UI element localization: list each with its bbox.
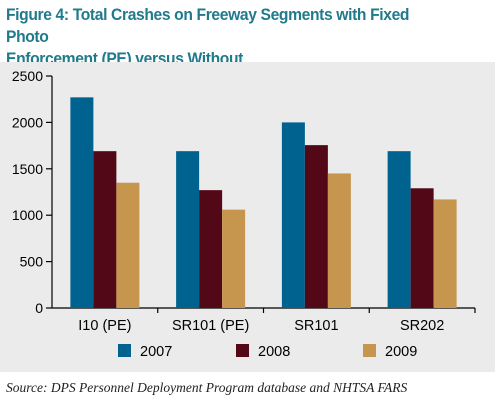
x-category-label: I10 (PE): [78, 318, 131, 334]
legend-swatch-2008: [236, 344, 249, 357]
y-tick-label: 2500: [12, 68, 43, 84]
bar-2007-2: [281, 122, 305, 309]
legend-label-2007: 2007: [140, 344, 172, 360]
bar-2008-3: [410, 188, 434, 308]
bar-2009-0: [116, 182, 140, 308]
legend-label-2009: 2009: [385, 344, 417, 360]
title-line-1: Figure 4: Total Crashes on Freeway Segme…: [6, 5, 410, 46]
bar-2009-2: [327, 173, 351, 308]
legend-swatch-2007: [118, 344, 131, 357]
y-tick-label: 2000: [12, 114, 43, 130]
bar-chart: 0 500 1000 1500 2000 2500 I10 (PE) SR101 (PE) SR…: [12, 68, 476, 360]
x-category-label: SR202: [400, 318, 444, 334]
legend-label-2008: 2008: [258, 344, 290, 360]
figure-title: Figure 4: Total Crashes on Freeway Segme…: [6, 4, 438, 70]
x-category-label: SR101: [294, 318, 338, 334]
y-tick-label: 1000: [12, 207, 43, 223]
bar-2007-0: [70, 97, 94, 309]
y-tick-label: 0: [35, 300, 43, 316]
y-tick-label: 500: [20, 254, 44, 270]
y-tick-label: 1500: [12, 161, 43, 177]
bar-2007-3: [387, 151, 411, 308]
source-note: Source: DPS Personnel Deployment Program…: [6, 380, 408, 395]
bar-2009-1: [222, 209, 246, 308]
bar-2008-0: [93, 151, 117, 308]
bar-2008-1: [199, 190, 223, 308]
bar-2007-1: [176, 151, 200, 308]
bar-2008-2: [304, 145, 328, 308]
x-category-label: SR101 (PE): [172, 318, 249, 334]
bar-2009-3: [433, 199, 457, 308]
legend-swatch-2009: [363, 344, 376, 357]
